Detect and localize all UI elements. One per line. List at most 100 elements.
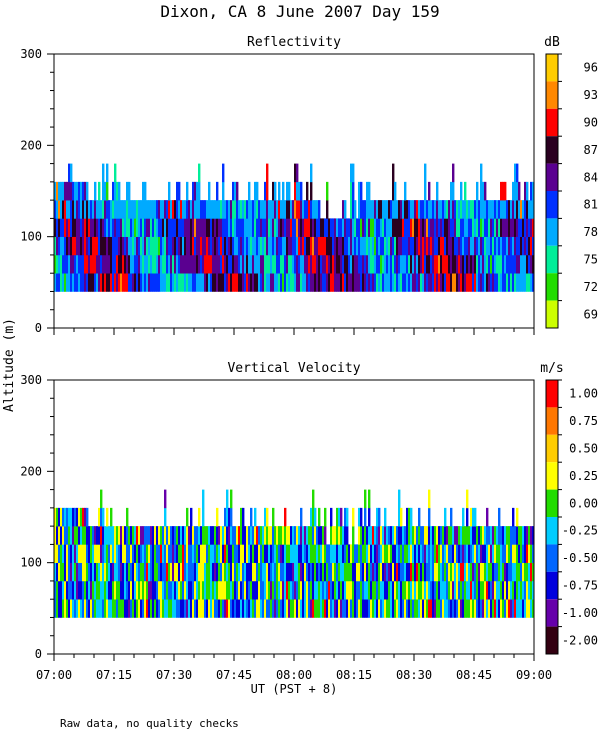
heatmap-cell (524, 562, 527, 582)
heatmap-cell (422, 273, 425, 292)
heatmap-cell (416, 236, 419, 256)
heatmap-cell (146, 200, 149, 219)
heatmap-cell (156, 562, 159, 582)
heatmap-cell (162, 218, 165, 237)
heatmap-cell (178, 254, 181, 274)
heatmap-cell (342, 526, 345, 545)
heatmap-cell (440, 236, 443, 256)
heatmap-cell (60, 526, 63, 545)
heatmap-cell (186, 273, 189, 292)
heatmap-cell (282, 200, 285, 219)
y-tick-label: 100 (20, 556, 42, 570)
x-tick-label: 07:30 (156, 668, 192, 682)
heatmap-cell (68, 507, 71, 527)
heatmap-cell (270, 273, 273, 292)
heatmap-cell (116, 526, 119, 545)
heatmap-cell (196, 200, 199, 219)
heatmap-cell (474, 562, 477, 582)
heatmap-cell (226, 489, 229, 509)
heatmap-cell (324, 218, 327, 237)
heatmap-cell (174, 580, 177, 600)
heatmap-cell (424, 580, 427, 600)
heatmap-cell (146, 599, 149, 618)
heatmap-cell (498, 580, 501, 600)
heatmap-cell (102, 562, 105, 582)
heatmap-cell (420, 580, 423, 600)
heatmap-cell (400, 526, 403, 545)
heatmap-cell (284, 273, 287, 292)
heatmap-cell (372, 544, 375, 563)
heatmap-cell (450, 507, 453, 527)
heatmap-cell (418, 273, 421, 292)
heatmap-cell (318, 200, 321, 219)
x-tick-labels: 07:00 07:15 07:30 07:45 08:00 08:15 08:30 08:45… (36, 668, 552, 682)
heatmap-cell (126, 200, 129, 219)
heatmap-cell (346, 507, 349, 527)
heatmap-cell (198, 562, 201, 582)
heatmap-cell (394, 526, 397, 545)
heatmap-cell (250, 273, 253, 292)
heatmap-cell (258, 200, 261, 219)
heatmap-cell (412, 544, 415, 563)
heatmap-cell (406, 526, 409, 545)
heatmap-cell (244, 218, 247, 237)
heatmap-cell (108, 544, 111, 563)
heatmap-cell (434, 562, 437, 582)
heatmap-cell (412, 599, 415, 618)
heatmap-cell (478, 236, 481, 256)
heatmap-cell (472, 526, 475, 545)
heatmap-cell (524, 236, 527, 256)
heatmap-cell (312, 218, 315, 237)
heatmap-cell (82, 562, 85, 582)
heatmap-cell (456, 580, 459, 600)
heatmap-cell (128, 544, 131, 563)
heatmap-cell (110, 544, 113, 563)
heatmap-cell (426, 562, 429, 582)
heatmap-cell (512, 562, 515, 582)
heatmap-cell (482, 544, 485, 563)
heatmap-cell (84, 200, 87, 219)
heatmap-cell (96, 544, 99, 563)
heatmap-cell (426, 599, 429, 618)
heatmap-cell (68, 236, 71, 256)
heatmap-cell (170, 218, 173, 237)
heatmap-cell (298, 580, 301, 600)
heatmap-cell (208, 580, 211, 600)
heatmap-cell (380, 544, 383, 563)
heatmap-cell (154, 599, 157, 618)
heatmap-cell (236, 236, 239, 256)
heatmap-cell (502, 562, 505, 582)
heatmap-cell (292, 200, 295, 219)
heatmap-cell (326, 273, 329, 292)
heatmap-cell (454, 273, 457, 292)
heatmap-cell (218, 599, 221, 618)
heatmap-cell (132, 580, 135, 600)
heatmap-cell (328, 218, 331, 237)
heatmap-cell (340, 218, 343, 237)
heatmap-cell (216, 200, 219, 219)
heatmap-cell (138, 236, 141, 256)
heatmap-cell (316, 562, 319, 582)
heatmap-cell (516, 507, 519, 527)
heatmap-cell (306, 236, 309, 256)
heatmap-cell (146, 544, 149, 563)
heatmap-cell (204, 254, 207, 274)
heatmap-cell (450, 218, 453, 237)
heatmap-cell (342, 200, 345, 219)
colorbar-swatch (546, 245, 558, 274)
heatmap-cell (302, 273, 305, 292)
heatmap-cell (266, 544, 269, 563)
heatmap-cell (208, 273, 211, 292)
heatmap-cell (456, 526, 459, 545)
heatmap-cell (68, 163, 71, 183)
heatmap-cell (78, 181, 81, 201)
heatmap-cell (478, 599, 481, 618)
heatmap-cell (348, 236, 351, 256)
heatmap-cell (320, 599, 323, 618)
heatmap-cell (502, 599, 505, 618)
heatmap-cell (80, 273, 83, 292)
heatmap-cell (374, 218, 377, 237)
heatmap-cell (392, 254, 395, 274)
heatmap-cell (314, 236, 317, 256)
heatmap-cell (140, 599, 143, 618)
